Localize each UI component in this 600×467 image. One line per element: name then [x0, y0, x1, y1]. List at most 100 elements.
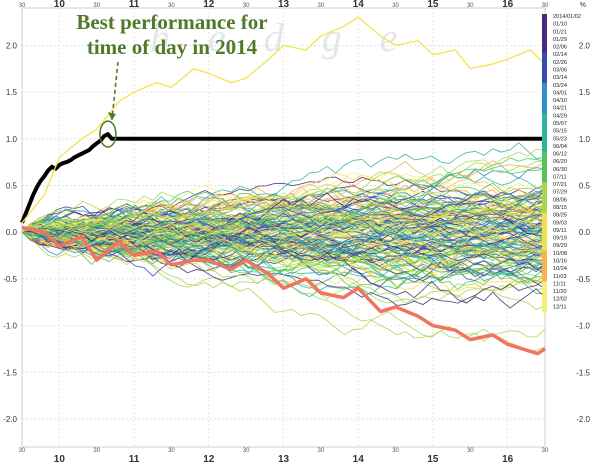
legend-swatch — [542, 220, 547, 229]
legend-entry: 03/06 — [553, 67, 567, 73]
legend-swatch — [542, 304, 547, 313]
legend-entry: 06/20 — [553, 159, 567, 165]
legend-swatch — [542, 266, 547, 275]
y-tick-label-right: 2.0 — [579, 41, 591, 50]
legend-entry: 01/10 — [553, 22, 567, 28]
legend-swatch — [542, 82, 547, 91]
legend-swatch — [542, 243, 547, 252]
series-line — [21, 231, 546, 290]
annotation-line-2: time of day in 2014 — [86, 35, 258, 59]
series-line — [21, 231, 546, 272]
legend-entry: 03/14 — [553, 75, 567, 81]
watermark: hedge — [150, 15, 436, 60]
series-line — [21, 213, 546, 257]
x-tick-label-bottom: 10 — [54, 454, 66, 465]
legend-swatch — [542, 21, 547, 30]
series-line — [21, 202, 546, 252]
y-tick-label-left: 1.5 — [6, 88, 18, 97]
legend-swatch — [542, 273, 547, 282]
legend-entry: 11/11 — [553, 281, 566, 287]
legend-entry: 04/01 — [553, 90, 567, 96]
x-tick-label-top: 13 — [278, 0, 290, 10]
legend-swatch — [542, 258, 547, 267]
y-tick-label-left: 2.0 — [6, 41, 18, 50]
legend-swatch — [542, 227, 547, 237]
legend-swatch — [542, 59, 547, 68]
legend-swatch — [542, 105, 547, 114]
legend-swatch — [542, 143, 547, 153]
legend-entry: 11/20 — [553, 289, 567, 295]
legend-entry: 01/29 — [553, 37, 567, 43]
legend-entry: 07/29 — [553, 190, 567, 196]
y-tick-label-right: -0.5 — [576, 275, 590, 284]
x-minor-tick-label-bottom: 30 — [168, 448, 175, 454]
legend-swatch — [542, 14, 547, 23]
highlight-series-line — [21, 16, 546, 224]
series-line — [21, 231, 546, 277]
x-minor-tick-label-bottom: 30 — [318, 448, 325, 454]
x-tick-label-top: 10 — [54, 0, 66, 10]
legend-entry: 05/07 — [553, 121, 567, 127]
highlight-series-line — [21, 225, 546, 356]
legend-entry: 11/03 — [553, 274, 567, 280]
legend-swatch — [542, 281, 547, 290]
legend-entry: 06/12 — [553, 152, 567, 158]
legend-swatch — [542, 182, 547, 191]
series-line — [21, 214, 546, 249]
legend-entry: 06/30 — [553, 167, 567, 173]
legend-entry: 04/10 — [553, 98, 567, 104]
series-line — [21, 201, 546, 239]
x-minor-tick-label-bottom: 30 — [392, 448, 399, 454]
legend-swatch — [542, 75, 547, 84]
x-tick-label-bottom: 15 — [427, 454, 439, 465]
x-minor-tick-label-bottom: 30 — [243, 448, 250, 454]
x-minor-tick-label-top: 30 — [318, 3, 325, 9]
x-minor-tick-label-bottom: 30 — [542, 448, 549, 454]
legend-swatch — [542, 113, 547, 122]
annotation-arrow-head — [107, 112, 116, 121]
x-tick-label-bottom: 12 — [203, 454, 215, 465]
legend-swatch — [542, 36, 547, 46]
legend-entry: 06/04 — [553, 144, 567, 150]
legend-entry: 09/03 — [553, 220, 567, 226]
x-tick-label-bottom: 16 — [502, 454, 514, 465]
legend-entry: 04/21 — [553, 106, 567, 112]
series-line — [21, 209, 546, 259]
y-tick-label-right: -1.5 — [576, 368, 590, 377]
legend-swatch — [542, 250, 547, 260]
legend-entry: 10/24 — [553, 266, 567, 272]
legend-entry: 09/11 — [553, 228, 567, 234]
legend-entry: 07/21 — [553, 182, 567, 188]
series-line — [21, 198, 546, 247]
legend-entry: 08/25 — [553, 213, 567, 219]
legend-swatch — [542, 289, 547, 298]
legend-entry: 08/06 — [553, 197, 567, 203]
x-minor-tick-label-top: 30 — [392, 3, 399, 9]
x-minor-tick-label-bottom: 30 — [467, 448, 474, 454]
x-tick-label-top: 16 — [502, 0, 514, 10]
x-minor-tick-label-top: 30 — [542, 3, 549, 9]
legend-entry: 02/06 — [553, 45, 567, 51]
legend-entry: 03/24 — [553, 83, 567, 89]
legend-swatch — [542, 166, 547, 175]
legend-entry: 05/15 — [553, 129, 567, 135]
y-tick-label-left: 1.0 — [6, 135, 18, 144]
annotation-arrow — [111, 61, 119, 121]
y-tick-label-left: -2.0 — [3, 415, 17, 424]
legend-swatch — [542, 98, 547, 107]
y-tick-label-right: 1.5 — [579, 88, 591, 97]
x-tick-label-top: 11 — [129, 0, 140, 10]
series-line — [21, 196, 546, 246]
series-line — [21, 230, 546, 267]
x-minor-tick-label-top: 30 — [93, 3, 100, 9]
legend-entry: 02/26 — [553, 60, 567, 66]
legend-entry: 07/11 — [553, 174, 567, 180]
legend-swatch — [542, 212, 547, 221]
legend-swatch — [542, 151, 547, 160]
x-tick-label-bottom: 13 — [278, 454, 290, 465]
annotation-line-1: Best performance for — [76, 10, 268, 34]
series-line — [21, 219, 546, 277]
legend-entry: 08/15 — [553, 205, 567, 211]
y-tick-label-left: 0.5 — [6, 181, 18, 190]
